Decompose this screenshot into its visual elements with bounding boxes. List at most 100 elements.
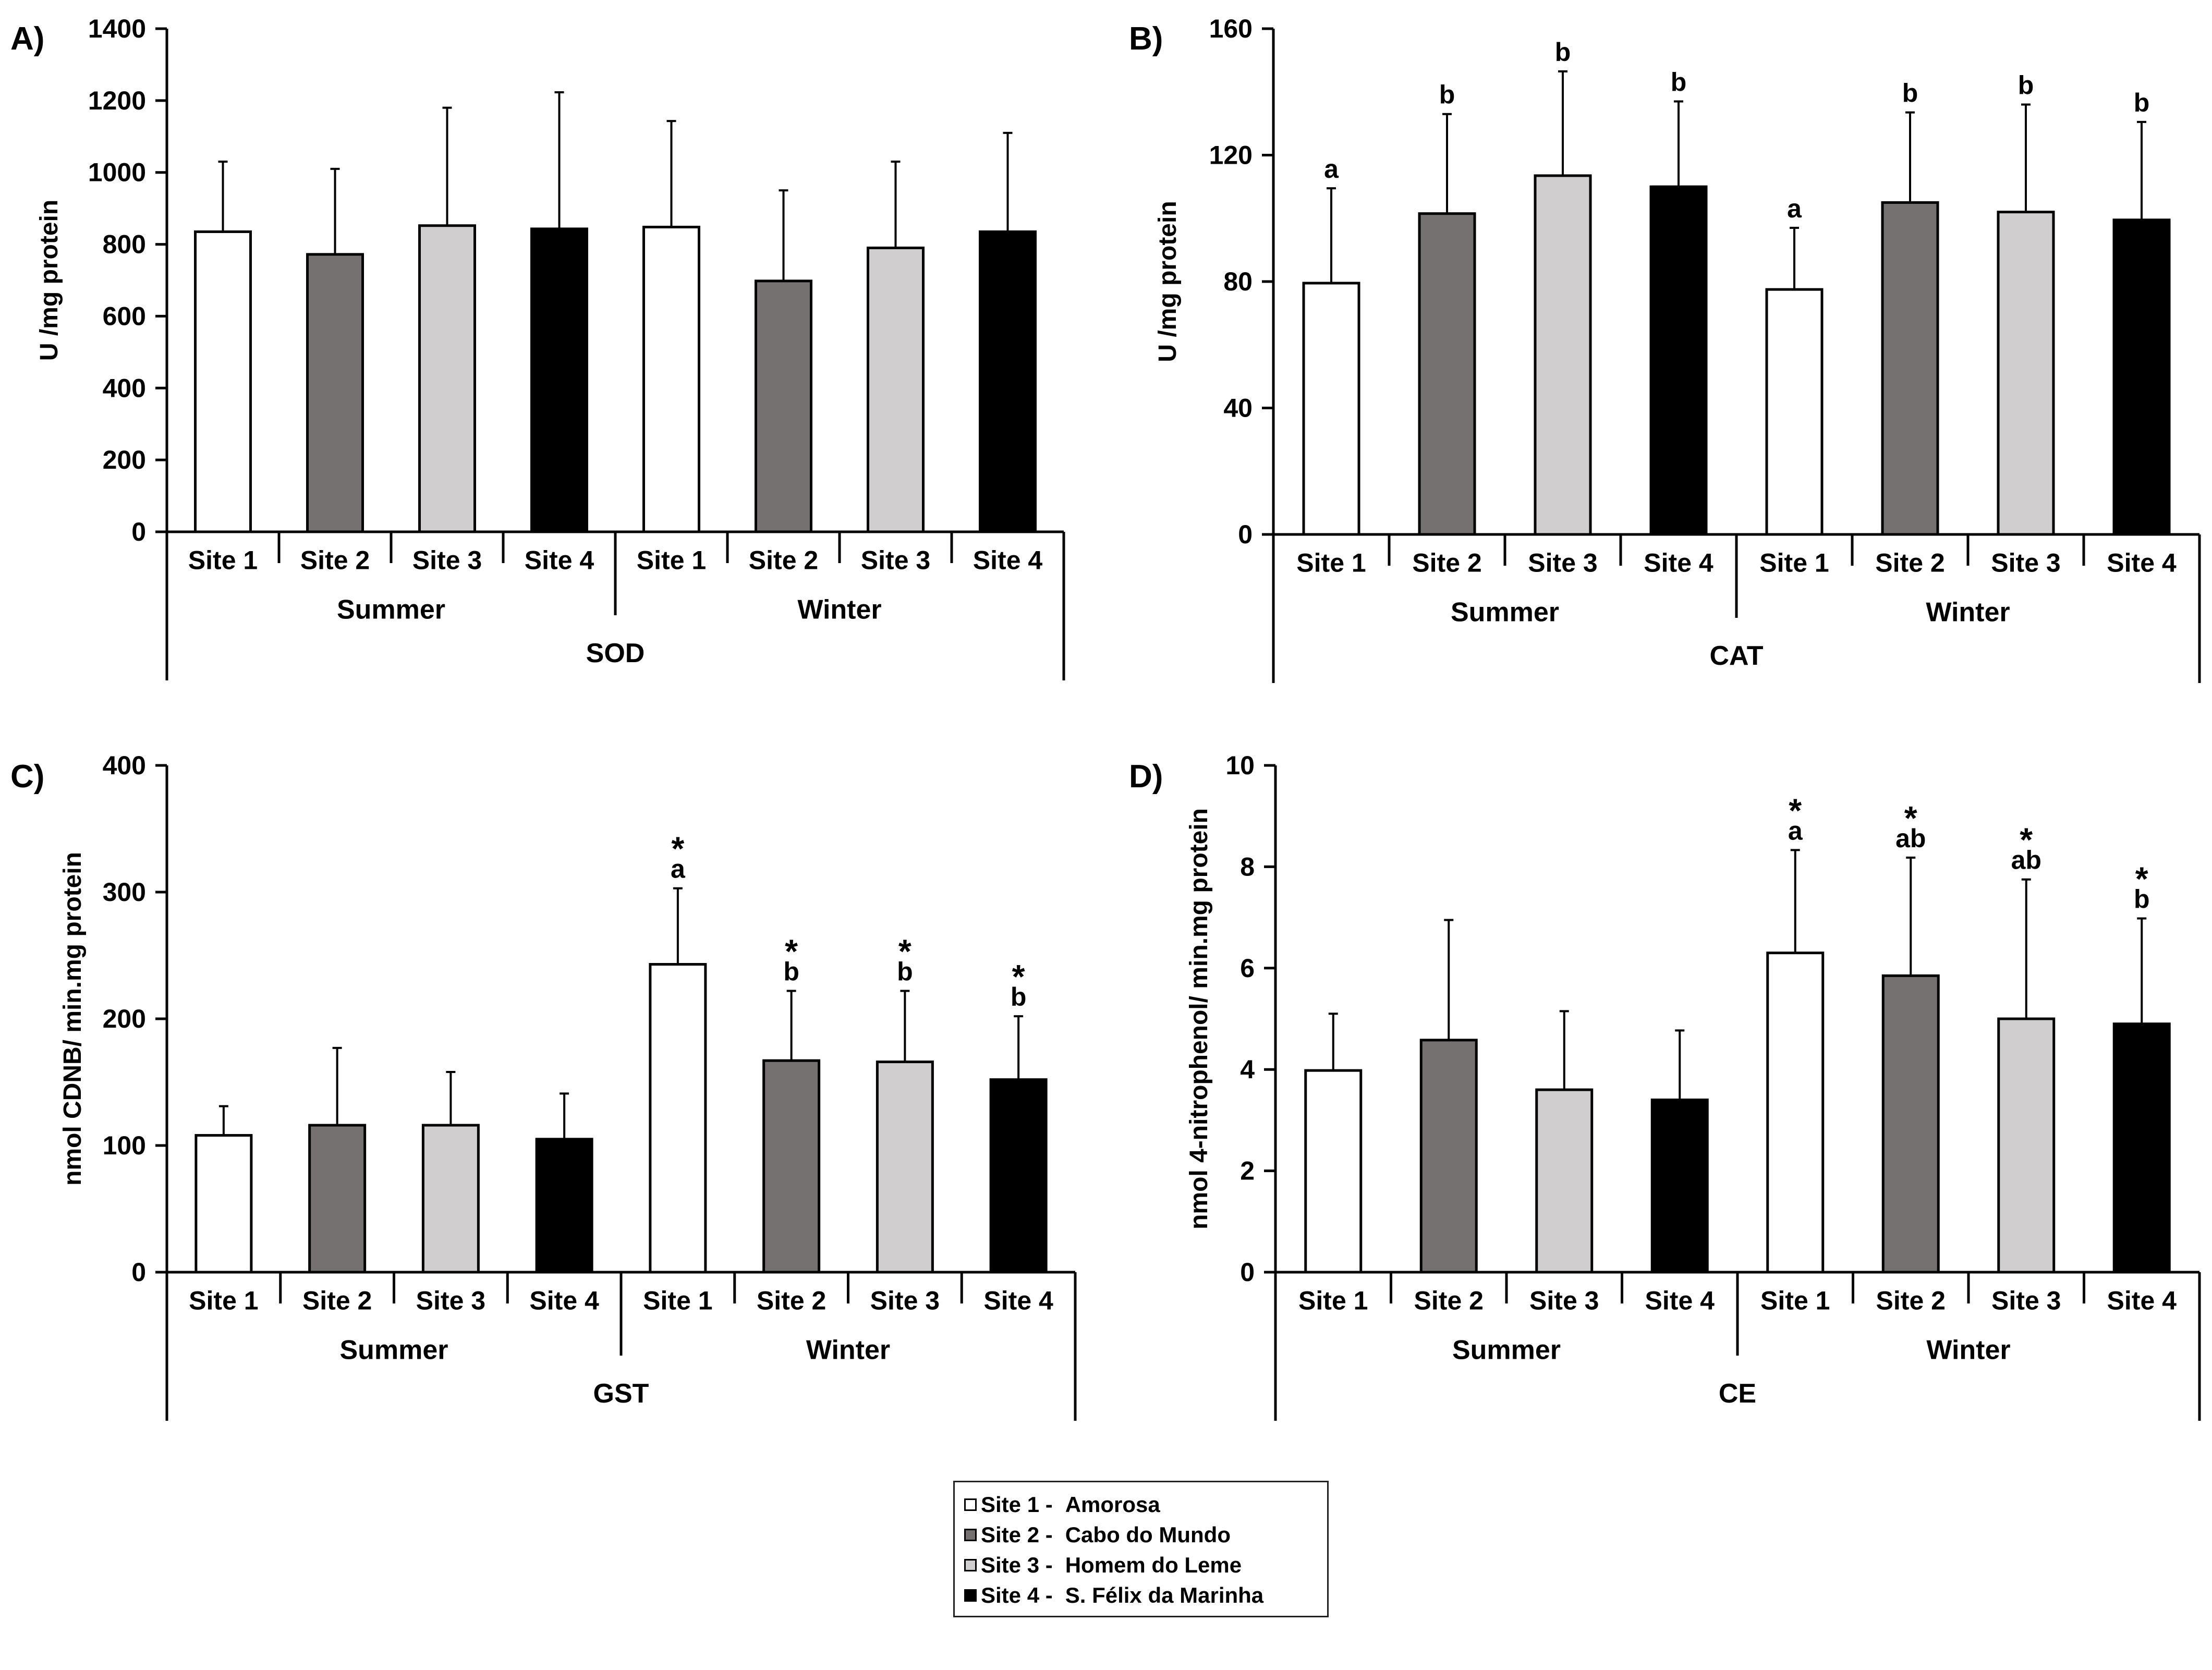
bar-site2 (1881, 201, 1939, 536)
legend-site-label: Site 1 - (981, 1492, 1053, 1517)
significance-star: * (785, 933, 798, 970)
x-tick-label: Site 3 (1991, 548, 2060, 578)
season-label: Summer (337, 595, 445, 625)
season-label: Winter (797, 595, 881, 625)
bar-site2 (755, 279, 812, 533)
x-tick-label: Site 1 (1759, 548, 1829, 578)
significance-letter: ab (2011, 846, 2041, 875)
bar-site3 (1535, 1088, 1594, 1274)
x-tick-label: Site 4 (2107, 1286, 2177, 1315)
y-tick-label: 6 (1240, 954, 1255, 983)
x-tick-label: Site 4 (529, 1286, 599, 1315)
significance-star: * (2135, 860, 2148, 898)
legend-site-label: Site 3 - (981, 1553, 1053, 1577)
bar-site3 (1534, 174, 1592, 536)
y-axis-title: U /mg protein (35, 200, 63, 361)
y-tick-label: 160 (1209, 14, 1253, 43)
enzyme-label: SOD (586, 638, 645, 668)
x-tick-label: Site 4 (1644, 548, 1713, 578)
y-tick-label: 0 (131, 517, 146, 546)
legend-site-name: Homem do Leme (1065, 1553, 1242, 1577)
bar-site1 (642, 225, 700, 533)
significance-letter: b (1555, 38, 1571, 67)
significance-letter: b (1902, 79, 1918, 108)
bar-site2 (1881, 974, 1940, 1274)
significance-star: * (1904, 799, 1917, 837)
y-tick-label: 400 (103, 373, 146, 403)
legend-item: Site 4 - S. Félix da Marinha (964, 1580, 1327, 1611)
bar-site1 (1765, 288, 1824, 536)
x-tick-label: Site 1 (189, 1286, 258, 1315)
x-tick-label: Site 2 (749, 546, 818, 575)
bar-site2 (1419, 1039, 1478, 1274)
significance-letter: a (1324, 154, 1339, 184)
y-tick-label: 40 (1223, 394, 1253, 423)
legend: Site 1 - Amorosa Site 2 - Cabo do Mundo Site… (953, 1481, 1329, 1617)
x-tick-label: Site 2 (1412, 548, 1481, 578)
significance-letter: b (897, 957, 913, 986)
y-axis-title: U /mg protein (1154, 201, 1182, 362)
bar-site2 (308, 1124, 367, 1274)
significance-letter: b (1011, 982, 1027, 1011)
significance-letter: b (2134, 885, 2150, 914)
season-label: Summer (1452, 1335, 1561, 1366)
y-tick-label: 80 (1223, 267, 1253, 296)
season-label: Summer (1451, 598, 1559, 628)
bar-site1 (194, 230, 252, 533)
y-tick-label: 800 (103, 230, 146, 259)
bar-site4 (989, 1078, 1048, 1274)
significance-star: * (898, 933, 911, 970)
x-tick-label: Site 3 (1529, 1286, 1599, 1315)
x-tick-label: Site 1 (188, 546, 258, 575)
bar-site3 (876, 1060, 934, 1274)
significance-letter: b (1439, 80, 1455, 109)
y-tick-label: 4 (1240, 1055, 1255, 1084)
x-tick-label: Site 4 (983, 1286, 1053, 1315)
x-tick-label: Site 3 (1991, 1286, 2061, 1315)
x-tick-label: Site 4 (973, 546, 1043, 575)
enzyme-label: CAT (1709, 641, 1763, 671)
legend-item: Site 3 - Homem do Leme (964, 1550, 1327, 1580)
bar-site4 (535, 1138, 593, 1274)
x-tick-label: Site 2 (1876, 1286, 1946, 1315)
chart-panel-3: C) 0 100 200 300 400 nmol CDNB/ min.mg protein… (10, 751, 1077, 1421)
y-tick-label: 300 (103, 877, 146, 907)
enzyme-label: CE (1719, 1379, 1756, 1409)
panel-label: D) (1129, 759, 1163, 795)
legend-site-label: Site 2 - (981, 1522, 1053, 1547)
x-tick-label: Site 4 (525, 546, 594, 575)
season-label: Summer (339, 1335, 448, 1366)
season-label: Winter (1926, 1335, 2010, 1366)
chart-panel-1: A) 0 200 400 600 800 1000 1200 1400 U /mg protein… (10, 14, 1065, 680)
y-axis-title: nmol 4-nitrophenol/ min.mg protein (1185, 808, 1213, 1229)
legend-site-name: S. Félix da Marinha (1065, 1583, 1264, 1607)
x-tick-label: Site 2 (302, 1286, 372, 1315)
y-tick-label: 1400 (88, 14, 146, 43)
x-tick-label: Site 2 (300, 546, 370, 575)
x-tick-label: Site 3 (870, 1286, 940, 1315)
x-tick-label: Site 1 (637, 546, 706, 575)
x-tick-label: Site 1 (1298, 1286, 1368, 1315)
significance-star: * (671, 830, 684, 868)
bar-site2 (762, 1059, 821, 1274)
y-tick-label: 0 (131, 1258, 146, 1287)
panel-label: A) (10, 21, 44, 57)
x-tick-label: Site 3 (861, 546, 930, 575)
bar-site2 (1418, 212, 1476, 536)
season-label: Winter (1926, 598, 2010, 628)
legend-site-label: Site 4 - (981, 1583, 1053, 1607)
significance-star: * (1789, 791, 1802, 829)
x-tick-label: Site 3 (416, 1286, 485, 1315)
x-tick-label: Site 3 (1528, 548, 1597, 578)
y-tick-label: 100 (103, 1131, 146, 1160)
x-tick-label: Site 1 (1760, 1286, 1830, 1315)
bar-site4 (979, 230, 1037, 533)
bar-site4 (1650, 1099, 1709, 1274)
bar-site1 (1302, 282, 1360, 536)
y-tick-label: 8 (1240, 852, 1255, 881)
bar-site3 (867, 246, 925, 533)
y-tick-label: 1000 (88, 158, 146, 187)
significance-letter: b (783, 957, 799, 986)
panel-label: C) (10, 759, 44, 795)
